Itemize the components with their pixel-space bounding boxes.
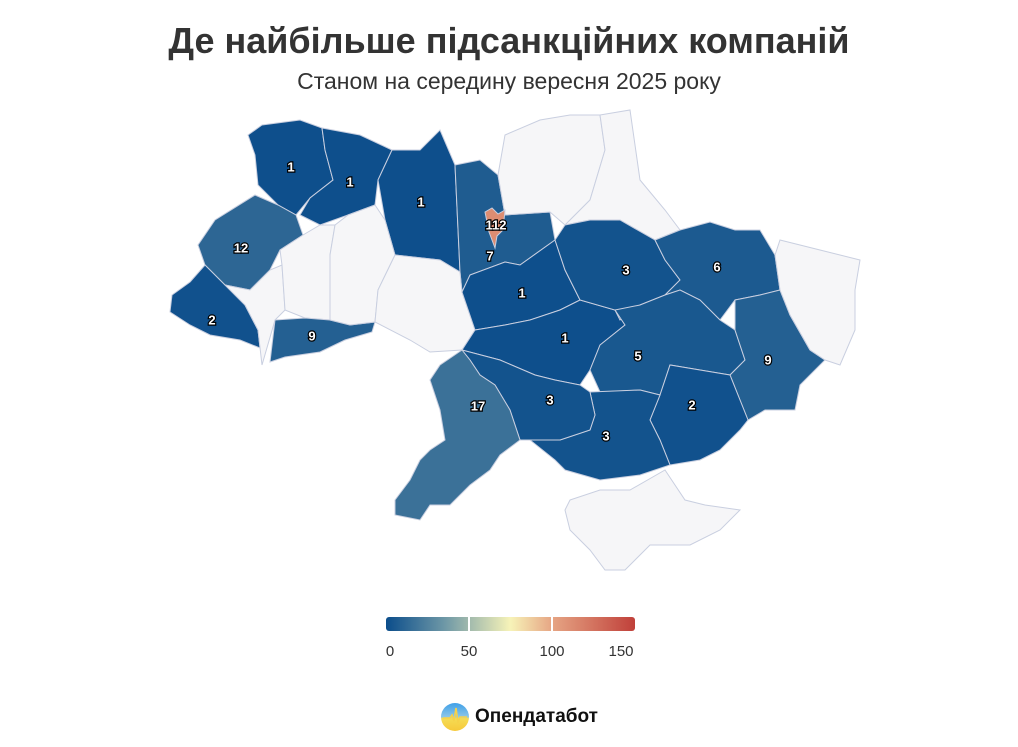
- opendatabot-logo-icon: [441, 703, 469, 731]
- page-title: Де найбільше підсанкційних компаній: [168, 20, 850, 61]
- region-value-label-rivne: 1: [346, 174, 353, 189]
- color-scale-legend: [386, 617, 635, 631]
- region-value-label-kherson: 3: [602, 428, 609, 443]
- region-chernivtsi[interactable]: [269, 317, 376, 363]
- opendatabot-logo: Опендатабот: [441, 703, 598, 731]
- region-zakarpattia[interactable]: [169, 264, 261, 349]
- region-value-label-cherkasy: 1: [518, 285, 525, 300]
- legend-tick-label: 0: [385, 643, 395, 660]
- region-value-label-lviv: 12: [234, 240, 248, 255]
- region-odesa[interactable]: [394, 349, 521, 521]
- region-value-label-kyiv-oblast: 7: [486, 248, 493, 263]
- legend-tick-mark: [468, 617, 470, 631]
- region-value-label-chernivtsi: 9: [308, 328, 315, 343]
- region-value-label-zaporizhzhia: 2: [688, 397, 695, 412]
- region-value-label-zakarpattia: 2: [208, 312, 215, 327]
- legend-tick-label: 150: [608, 643, 634, 660]
- region-kyiv-city[interactable]: [484, 207, 506, 250]
- region-value-label-kyiv-city: 112: [486, 217, 507, 232]
- region-value-label-zhytomyr: 1: [417, 194, 424, 209]
- region-value-label-odesa: 17: [471, 398, 485, 413]
- legend-tick-label: 100: [539, 643, 565, 660]
- region-value-label-kirovohrad: 1: [561, 330, 568, 345]
- region-value-label-poltava: 3: [622, 262, 629, 277]
- legend-tick-label: 50: [460, 643, 478, 660]
- region-value-label-kharkiv: 6: [713, 259, 720, 274]
- region-luhansk[interactable]: [774, 239, 861, 366]
- legend-tick-mark: [551, 617, 553, 631]
- region-ivano-frankivsk[interactable]: [223, 264, 286, 366]
- region-value-label-donetsk: 9: [764, 352, 771, 367]
- region-crimea[interactable]: [564, 469, 742, 571]
- logo-text: Опендатабот: [475, 706, 598, 727]
- region-value-label-mykolaiv: 3: [546, 392, 553, 407]
- page-subtitle: Станом на середину вересня 2025 року: [297, 68, 721, 94]
- region-value-label-volyn: 1: [287, 159, 294, 174]
- region-value-label-dnipropetrovsk: 5: [634, 348, 641, 363]
